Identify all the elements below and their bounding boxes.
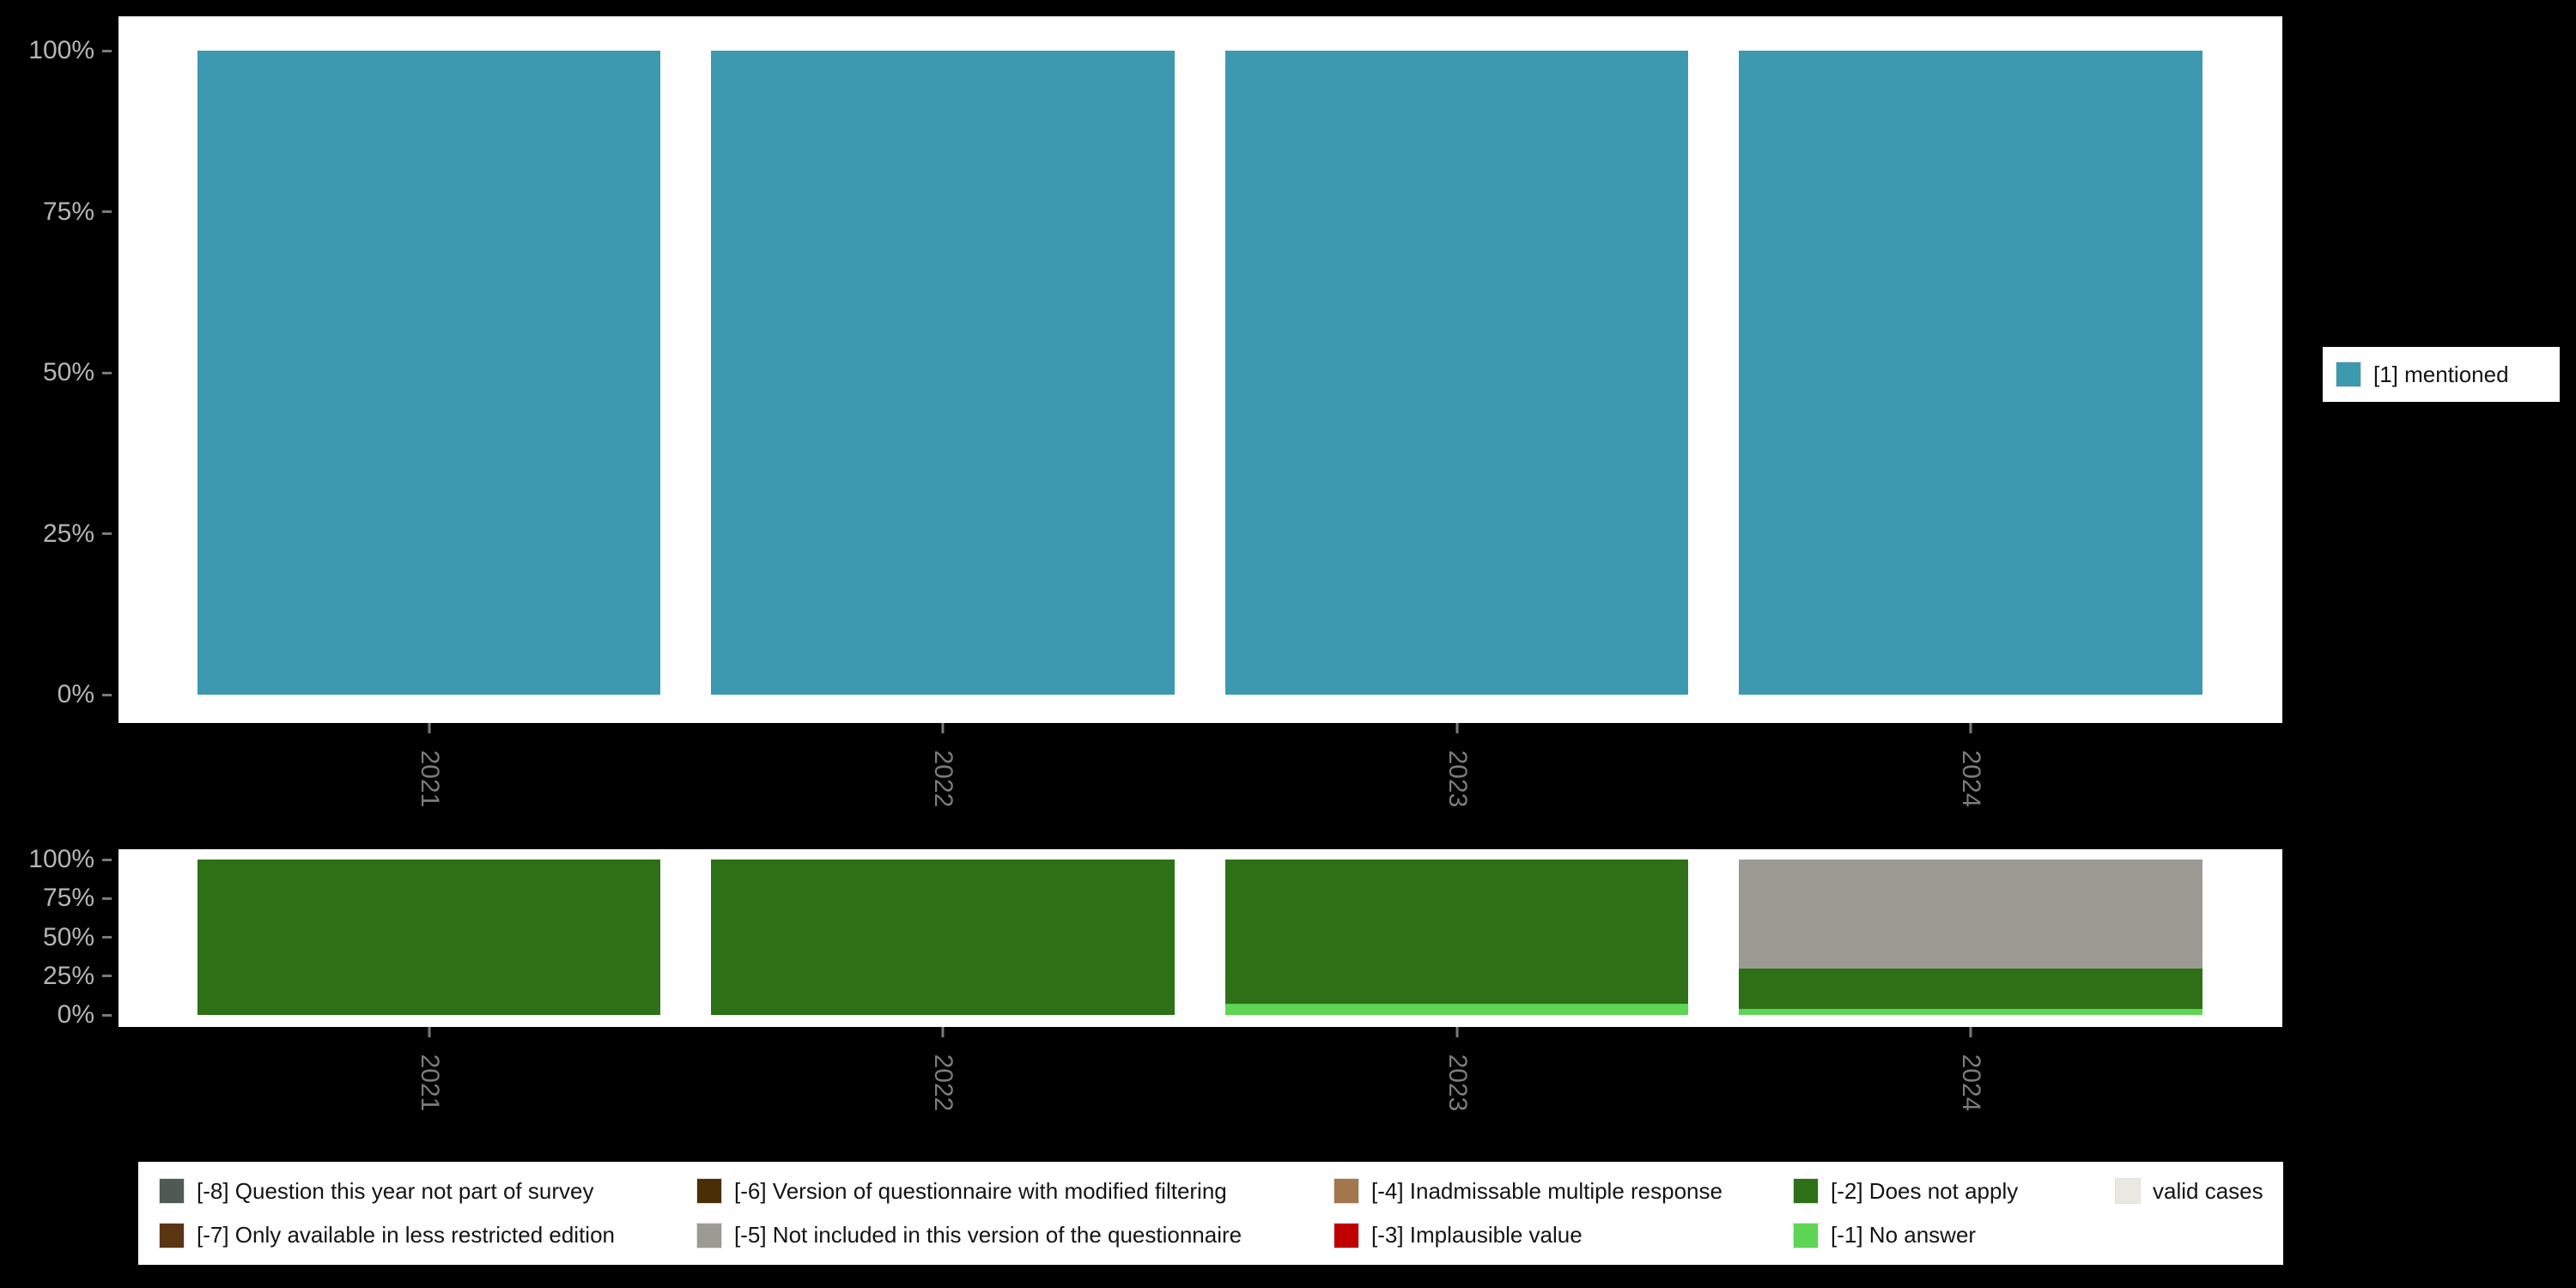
legend-item-label: [-8] Question this year not part of surv…: [197, 1177, 594, 1204]
top-chart-x-axis: 2021 2022 2023 2024: [118, 723, 2282, 852]
legend-item: [-6] Version of questionnaire with modif…: [696, 1176, 1334, 1206]
bar-2023: [1224, 860, 1689, 1015]
y-tick-label: 25%: [42, 519, 94, 548]
y-tick-label: 75%: [42, 884, 94, 913]
legend-item-label: [-5] Not included in this version of the…: [734, 1222, 1242, 1249]
mentioned-legend-swatch: [2336, 361, 2361, 387]
top-chart-y-axis: 100% 75% 50% 25% 0%: [0, 16, 113, 723]
bar-2021: [197, 860, 661, 1015]
bar-segment: [197, 860, 661, 1015]
legend-item: [-8] Question this year not part of surv…: [159, 1176, 697, 1206]
legend-swatch: [159, 1178, 185, 1205]
bar-segment: [1224, 1004, 1689, 1015]
legend-item-label: valid cases: [2153, 1177, 2263, 1204]
y-tick-label: 50%: [42, 922, 94, 951]
x-tick-label: 2023: [1443, 750, 1472, 808]
y-tick-label: 25%: [42, 961, 94, 990]
y-tick-mark: [102, 975, 112, 978]
y-tick-mark: [102, 936, 112, 939]
bar-2024: [1739, 860, 2202, 1015]
bar-2023: [1224, 51, 1689, 695]
legend-item: [-1] No answer: [1793, 1221, 2116, 1250]
legend-row: [-8] Question this year not part of surv…: [159, 1176, 2283, 1206]
bar-2024: [1739, 51, 2202, 695]
y-tick-mark: [102, 210, 112, 213]
bottom-chart-panel: [118, 849, 2282, 1027]
legend-item-label: [-3] Implausible value: [1371, 1222, 1583, 1249]
x-tick-mark: [428, 723, 431, 733]
mentioned-legend-label: [1] mentioned: [2373, 361, 2509, 387]
bar-segment: [1739, 1008, 2202, 1015]
legend-swatch: [2115, 1178, 2141, 1205]
legend-item: [-7] Only available in less restricted e…: [159, 1221, 697, 1250]
legend-item-label: [-7] Only available in less restricted e…: [197, 1222, 616, 1249]
y-tick-label: 75%: [42, 197, 94, 226]
legend-swatch: [1793, 1178, 1819, 1205]
top-chart-plot-area: [118, 51, 2282, 695]
bar-segment: [1739, 51, 2202, 695]
y-tick-label: 100%: [28, 845, 94, 873]
legend-swatch: [696, 1222, 722, 1249]
legend-item: [-5] Not included in this version of the…: [696, 1221, 1334, 1250]
x-tick-label: 2022: [929, 750, 958, 808]
bar-segment: [197, 51, 661, 695]
x-tick-label: 2024: [1957, 750, 1986, 808]
y-tick-mark: [102, 532, 112, 535]
x-tick-mark: [941, 1027, 945, 1037]
legend-item-label: [-6] Version of questionnaire with modif…: [734, 1177, 1227, 1204]
legend-swatch: [696, 1178, 722, 1205]
missing-values-legend: [-8] Question this year not part of surv…: [138, 1162, 2283, 1265]
y-tick-label: 100%: [28, 36, 94, 64]
y-tick-mark: [102, 49, 112, 52]
x-tick-label: 2021: [415, 750, 444, 808]
x-tick-label: 2021: [415, 1054, 444, 1112]
bar-2022: [711, 51, 1175, 695]
legend-item-label: [-2] Does not apply: [1831, 1177, 2019, 1204]
y-tick-mark: [102, 896, 112, 900]
y-tick-label: 50%: [42, 358, 94, 386]
bar-segment: [1739, 860, 2202, 969]
y-tick-mark: [102, 371, 112, 374]
legend-item-label: [-1] No answer: [1831, 1222, 1977, 1249]
x-tick-mark: [1969, 1027, 1972, 1037]
x-tick-label: 2023: [1443, 1054, 1472, 1112]
bottom-chart-plot-area: [118, 860, 2282, 1015]
y-tick-mark: [102, 858, 112, 861]
y-tick-mark: [102, 1013, 112, 1017]
legend-item-label: [-4] Inadmissable multiple response: [1371, 1177, 1722, 1204]
legend-row: [-7] Only available in less restricted e…: [159, 1221, 2283, 1250]
x-tick-mark: [1455, 1027, 1459, 1037]
x-tick-mark: [1455, 723, 1459, 733]
bar-2022: [711, 860, 1175, 1015]
legend-item: [-4] Inadmissable multiple response: [1334, 1176, 1794, 1206]
x-tick-label: 2024: [1957, 1054, 1986, 1112]
legend-swatch: [1793, 1222, 1819, 1249]
x-tick-mark: [428, 1027, 431, 1037]
legend-swatch: [1334, 1178, 1359, 1205]
x-tick-mark: [941, 723, 945, 733]
bar-2021: [197, 51, 661, 695]
legend-item: [-2] Does not apply: [1793, 1176, 2116, 1206]
legend-swatch: [1334, 1222, 1359, 1249]
bar-segment: [1224, 860, 1689, 1005]
bar-segment: [1739, 968, 2202, 1009]
x-tick-mark: [1969, 723, 1972, 733]
bottom-chart-y-axis: 100% 75% 50% 25% 0%: [0, 845, 113, 1029]
top-chart-panel: [118, 16, 2282, 723]
y-tick-mark: [102, 693, 112, 696]
legend-item: valid cases: [2115, 1176, 2283, 1206]
bar-segment: [711, 860, 1175, 1015]
bottom-chart-x-axis: 2021 2022 2023 2024: [118, 1027, 2282, 1156]
bar-segment: [1224, 51, 1689, 695]
y-tick-label: 0%: [57, 680, 94, 708]
legend-item: [-3] Implausible value: [1334, 1221, 1794, 1250]
x-tick-label: 2022: [929, 1054, 958, 1112]
legend-swatch: [159, 1222, 185, 1249]
bar-segment: [711, 51, 1175, 695]
y-tick-label: 0%: [57, 1000, 94, 1029]
top-chart-legend: [1] mentioned: [2323, 347, 2560, 402]
